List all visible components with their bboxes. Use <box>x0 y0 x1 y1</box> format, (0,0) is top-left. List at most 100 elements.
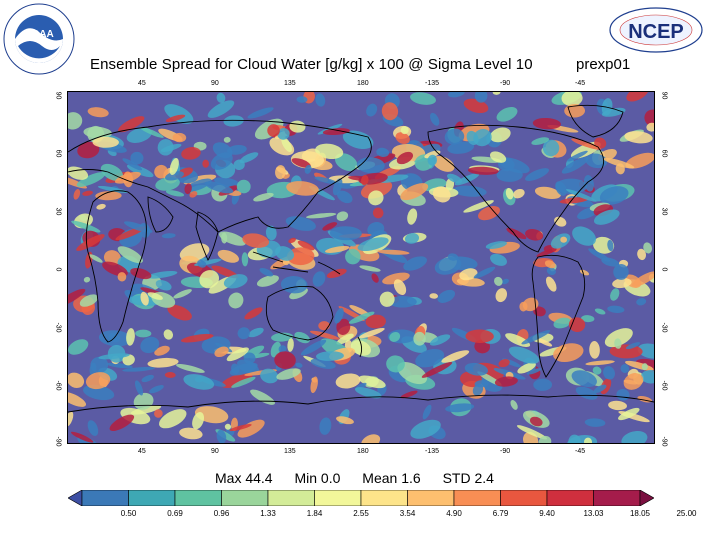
field-patch <box>223 274 248 289</box>
field-patch <box>155 177 180 191</box>
field-patch <box>490 151 507 163</box>
field-patch <box>296 96 308 103</box>
field-patch <box>122 158 143 171</box>
colorbar-label: 1.33 <box>260 509 276 518</box>
field-patch <box>403 256 427 271</box>
field-patch <box>361 174 369 186</box>
field-patch <box>192 412 205 430</box>
field-patch <box>139 126 164 138</box>
noaa-logo-text: NOAA <box>24 29 53 40</box>
field-patch <box>544 260 556 269</box>
field-patch <box>564 104 586 118</box>
field-patch <box>612 278 632 289</box>
field-patch <box>517 362 536 374</box>
field-patch <box>241 252 249 267</box>
lat-tick-right: -60 <box>660 380 668 391</box>
field-patch <box>584 437 593 443</box>
field-patch <box>68 112 83 130</box>
field-patch <box>424 150 441 159</box>
field-patch <box>603 366 615 380</box>
field-patch <box>592 366 602 375</box>
field-patch <box>584 418 606 427</box>
field-patch <box>286 181 319 196</box>
field-patch <box>553 343 584 363</box>
field-patch <box>498 359 510 368</box>
field-patch <box>608 400 627 411</box>
field-patch <box>368 190 384 206</box>
field-patch <box>400 126 409 135</box>
field-patch <box>496 168 523 182</box>
noaa-logo: NOAA <box>3 3 75 75</box>
field-patch <box>274 351 296 369</box>
field-patch <box>68 411 74 427</box>
field-patch <box>229 424 252 432</box>
field-patch <box>167 304 192 321</box>
field-patch <box>259 267 274 277</box>
field-patch <box>545 276 557 292</box>
colorbar-segment <box>593 490 641 506</box>
field-patch <box>566 150 588 162</box>
field-patch <box>354 387 382 399</box>
colorbar-label: 4.90 <box>446 509 462 518</box>
field-patch <box>68 339 89 355</box>
field-patch <box>76 172 106 187</box>
field-patch <box>204 181 234 194</box>
lon-tick-top: 180 <box>357 80 369 87</box>
field-patch <box>361 434 381 443</box>
field-patch <box>247 107 274 119</box>
field-patch <box>585 360 615 366</box>
colorbar-segment <box>546 490 594 506</box>
field-patch <box>90 356 109 374</box>
field-patch <box>165 114 186 123</box>
field-patch <box>382 272 410 285</box>
lon-tick-top: 45 <box>138 80 146 87</box>
field-patch <box>389 331 401 342</box>
field-patch <box>441 350 470 363</box>
field-patch <box>265 225 277 241</box>
coast-nz <box>357 336 363 358</box>
field-patch <box>248 327 264 338</box>
field-patch <box>432 186 451 203</box>
field-patch <box>376 147 390 157</box>
lon-tick-top: 135 <box>284 80 296 87</box>
field-patch <box>275 165 286 180</box>
field-patch <box>109 414 135 432</box>
coast-greenland <box>567 104 624 138</box>
colorbar-segment <box>453 490 501 506</box>
field-patch <box>643 242 653 254</box>
field-patch <box>637 343 654 359</box>
field-patch <box>280 276 308 294</box>
field-patch <box>529 416 543 427</box>
field-patch <box>159 409 187 429</box>
field-patch <box>447 173 463 184</box>
colorbar-segment <box>81 490 129 506</box>
field-patch <box>221 232 228 244</box>
field-patch <box>315 93 326 107</box>
field-patch <box>407 208 418 225</box>
lon-tick-bottom: -45 <box>575 448 586 455</box>
lon-tick-bottom: -90 <box>500 448 511 455</box>
field-patch <box>601 107 626 117</box>
lat-tick-right: 60 <box>660 149 668 158</box>
field-patch <box>534 186 561 199</box>
coast-antarctica <box>68 394 654 413</box>
colorbar-segment <box>128 490 176 506</box>
field-patch <box>181 147 201 160</box>
field-patch <box>71 220 101 233</box>
colorbar-label: 6.79 <box>492 509 509 518</box>
field-patch <box>422 404 432 420</box>
field-patch <box>117 246 143 264</box>
lon-tick-bottom: -135 <box>425 448 440 455</box>
field-patch <box>68 372 85 388</box>
field-patch <box>397 362 428 385</box>
field-patch <box>89 254 103 263</box>
field-patch <box>522 297 539 312</box>
field-patch <box>434 256 462 275</box>
lat-tick-right: 0 <box>660 267 668 272</box>
field-patch <box>427 154 438 166</box>
stat-max: Max 44.4 <box>215 470 273 486</box>
field-patch <box>210 152 233 170</box>
field-patch <box>490 127 511 143</box>
field-patch <box>525 168 549 182</box>
field-patch <box>154 345 170 356</box>
